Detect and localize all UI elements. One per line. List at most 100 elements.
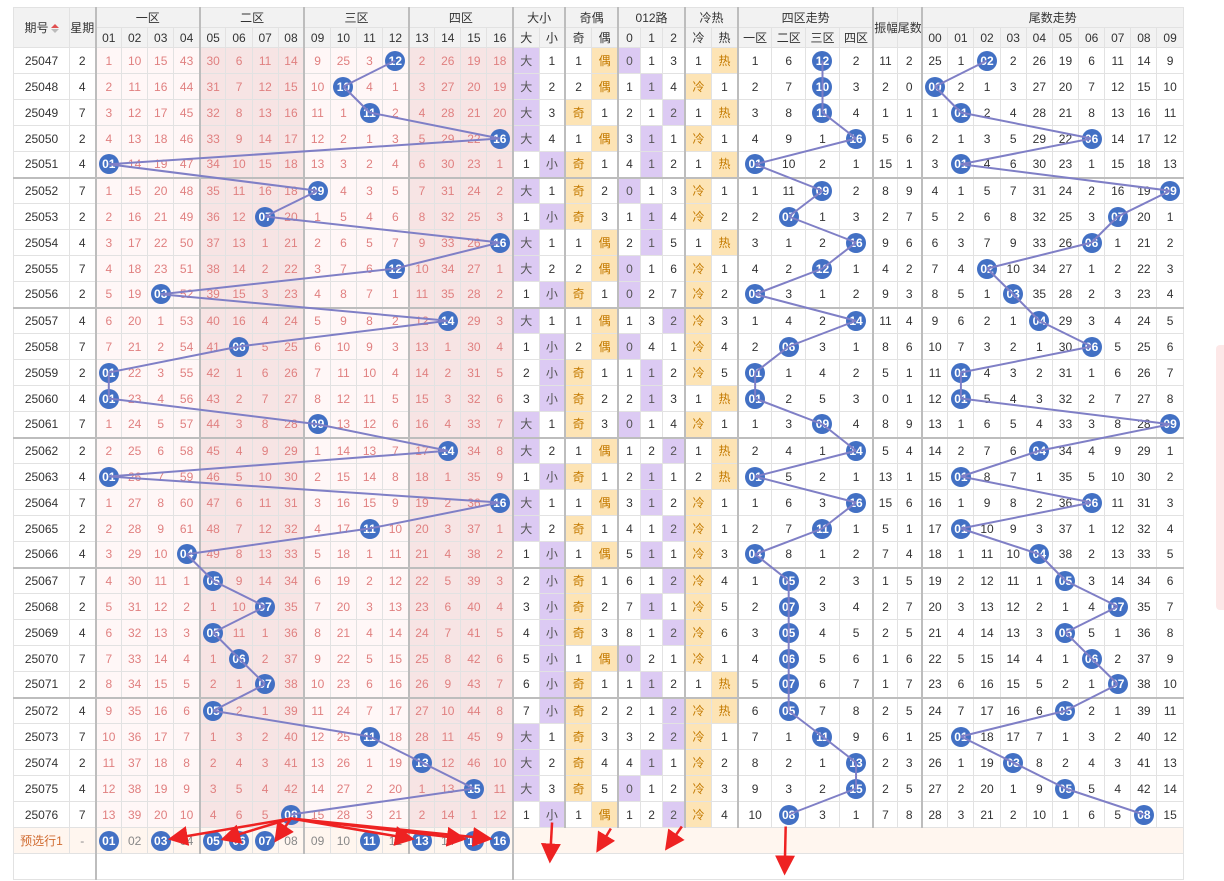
omission-cell: 1 [147,306,175,334]
omission-cell: 2 [94,515,123,542]
zone-trend-hit: 01 [737,151,773,178]
omission-cell: 4 [251,775,279,802]
route-hit: 1 [639,593,664,620]
size-big-omission: 7 [512,696,540,724]
cold-hit: 冷 [684,203,712,230]
size-big-hit: 大 [512,775,540,802]
omission-cell: 22 [277,255,305,282]
omission-cell: 10 [407,255,436,282]
forecast-pick-cell[interactable]: 16 [486,827,514,854]
winning-number-ball: 05 [203,622,224,643]
omission-cell: 42 [277,775,305,802]
forecast-label[interactable]: 预选行1 [13,827,70,854]
forecast-pick-cell[interactable]: 15 [460,827,488,854]
period-header[interactable]: 期号 [13,7,70,48]
forecast-pick-ball[interactable]: 07 [255,830,276,851]
forecast-pick-cell[interactable]: 05 [198,827,227,854]
tail-sub-header: 00 [920,27,949,48]
sort-icon[interactable] [50,23,59,33]
omission-cell: 12 [382,566,410,594]
winning-number-cell: 07 [251,203,279,230]
omission-cell: 10 [121,47,149,74]
forecast-number-cell[interactable]: 08 [277,827,305,854]
tail-trend-omission: 28 [1051,281,1080,308]
tail-trend-ball: 00 [925,76,946,97]
size-small-omission: 1 [538,723,566,750]
omission-cell: 3 [251,749,279,776]
tail-trend-omission: 24 [920,696,949,724]
forecast-number-cell[interactable]: 04 [173,827,201,854]
route-omission: 1 [662,125,686,152]
zone-trend-hit: 16 [838,489,874,516]
draw-row: 25052 7 1 15 20 48 35 11 16 18 09 4 3 5 7 31 24 2 大 1 奇 2 0 1 3 冷… [13,176,1184,204]
forecast-pick-ball[interactable]: 01 [98,830,119,851]
tail-cell: 7 [896,203,923,230]
period-cell: 25063 [13,463,70,490]
parity-even-omission: 1 [591,281,619,308]
tail-cell: 1 [896,99,923,126]
omission-cell: 13 [382,593,410,620]
draw-row: 25070 7 7 33 14 4 1 06 2 37 9 22 5 15 25 8 42 6 5 小 1 偶 0 2 1 冷 1 4… [13,645,1184,672]
tail-trend-ball: 05 [1055,700,1076,721]
zone-trend-omission: 4 [838,411,874,438]
forecast-pick-ball[interactable]: 05 [203,830,224,851]
zone-trend-omission: 1 [737,489,773,516]
tail-trend-omission: 4 [1078,436,1106,464]
winning-number-cell: 03 [147,281,175,308]
forecast-empty-area [512,827,1184,854]
forecast-number-cell[interactable]: 02 [121,827,149,854]
omission-cell: 13 [251,99,279,126]
winning-number-ball: 11 [359,726,380,747]
tail-trend-omission: 4 [999,99,1027,126]
forecast-number-cell[interactable]: 14 [434,827,462,854]
forecast-pick-ball[interactable]: 13 [411,830,432,851]
winning-number-cell: 10 [329,73,357,100]
route-omission: 1 [662,541,686,568]
forecast-pick-cell[interactable]: 06 [225,827,253,854]
zone-trend-ball: 16 [846,232,867,253]
tail-trend-omission: 13 [1156,749,1184,776]
omission-cell: 2 [486,281,514,308]
parity-odd-omission: 1 [564,489,593,516]
tail-trend-ball: 01 [950,102,971,123]
tail-trend-omission: 41 [1130,749,1158,776]
forecast-pick-ball[interactable]: 03 [150,830,171,851]
omission-cell: 23 [329,671,357,698]
forecast-pick-ball[interactable]: 11 [359,830,380,851]
forecast-number-cell[interactable]: 09 [303,827,331,854]
omission-cell: 1 [382,73,410,100]
forecast-pick-cell[interactable]: 11 [355,827,384,854]
omission-cell: 7 [434,619,462,646]
route-omission: 6 [617,566,641,594]
tail-trend-omission: 2 [1025,489,1053,516]
tail-trend-omission: 20 [1051,73,1080,100]
zone-trend-omission: 4 [737,125,773,152]
forecast-pick-cell[interactable]: 07 [251,827,279,854]
omission-cell: 2 [407,47,436,74]
forecast-pick-cell[interactable]: 01 [94,827,123,854]
forecast-pick-cell[interactable]: 03 [147,827,175,854]
forecast-pick-cell[interactable]: 13 [407,827,436,854]
forecast-pick-ball[interactable]: 15 [463,830,484,851]
forecast-number-cell[interactable]: 10 [329,827,357,854]
forecast-pick-ball[interactable]: 06 [229,830,250,851]
parity-odd-omission: 1 [564,541,593,568]
forecast-pick-ball[interactable]: 16 [489,830,510,851]
tail-trend-omission: 9 [1156,645,1184,672]
draw-row: 25068 2 5 31 12 2 1 10 07 35 7 20 3 13 23 6 40 4 3 小奇 2 7 1 1 冷 5… [13,593,1184,620]
omission-cell: 20 [486,99,514,126]
omission-cell: 1 [94,489,123,516]
coldhot-sub-header: 热 [710,27,739,48]
forecast-number-cell[interactable]: 12 [382,827,410,854]
tail-trend-omission: 7 [1078,73,1106,100]
tail-trend-omission: 25 [920,723,949,750]
omission-cell: 42 [460,645,488,672]
tail-trend-omission: 3 [973,125,1001,152]
tail-trend-omission: 1 [947,489,975,516]
omission-cell: 5 [225,775,253,802]
tail-trend-omission: 1 [1104,619,1132,646]
forecast-row[interactable]: 预选行1-01 02 03 04 05 06 07 08 09 10 11 12 13 14 15 16 [13,827,1184,854]
omission-cell: 17 [382,696,410,724]
omission-cell: 10 [251,463,279,490]
side-scroll-tab[interactable] [1216,345,1224,610]
